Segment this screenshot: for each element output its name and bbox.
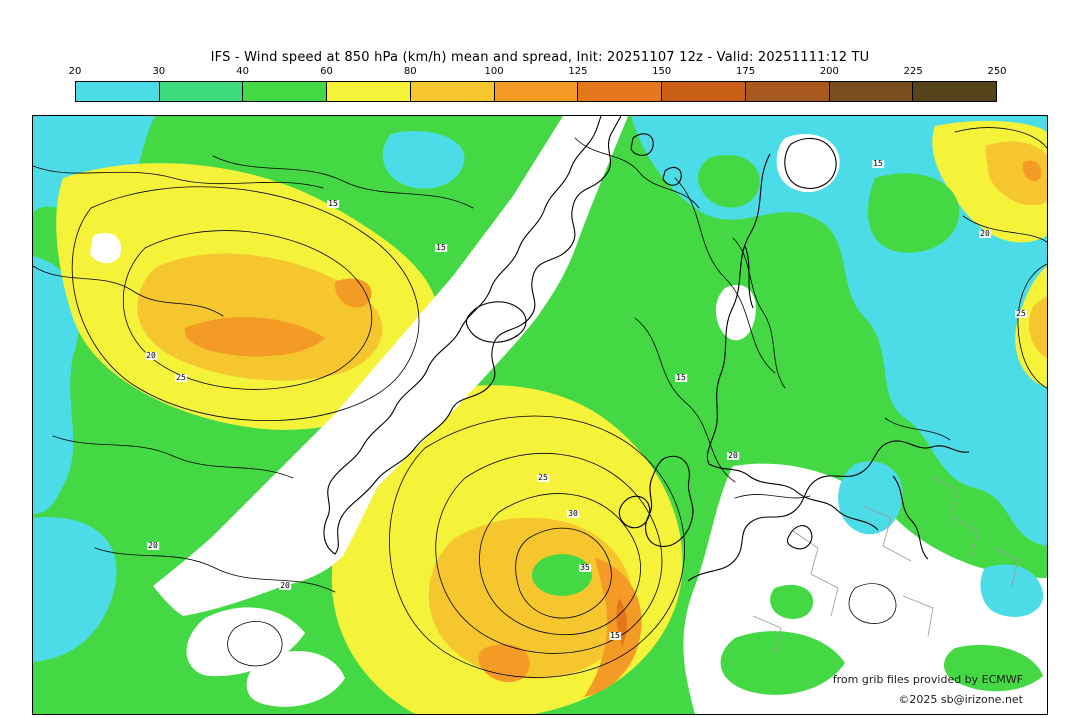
colorbar-tick: 250 bbox=[987, 66, 1007, 77]
colorbar-segment bbox=[577, 82, 662, 101]
country-borders bbox=[752, 475, 1019, 657]
colorbar-tick: 20 bbox=[68, 66, 82, 77]
colorbar-segment bbox=[158, 82, 243, 101]
colorbar-segment bbox=[409, 82, 494, 101]
colorbar-tick: 80 bbox=[403, 66, 417, 77]
colorbar-tick: 60 bbox=[320, 66, 333, 77]
credit-copyright: ©2025 sb@irizone.net bbox=[898, 693, 1023, 706]
credit-ecmwf: from grib files provided by ECMWF bbox=[832, 673, 1023, 686]
colorbar-tick: 150 bbox=[652, 66, 672, 77]
colorbar-segment bbox=[493, 82, 578, 101]
colorbar-tick: 125 bbox=[568, 66, 588, 77]
colorbar-segment bbox=[912, 82, 997, 101]
colorbar-segment bbox=[661, 82, 745, 101]
colorbar-tick: 175 bbox=[735, 66, 756, 77]
colorbar bbox=[75, 81, 997, 102]
colorbar-segment bbox=[326, 82, 410, 101]
colorbar-tick: 200 bbox=[819, 66, 839, 77]
colorbar-segment bbox=[828, 82, 913, 101]
colorbar-segment bbox=[242, 82, 327, 101]
colorbar-tick: 40 bbox=[236, 66, 249, 77]
colorbar-segment bbox=[744, 82, 829, 101]
colorbar-ticks: 20 30 40 60 80 100 125 150 175 200 225 250 bbox=[69, 66, 1007, 81]
white-low-wind-regions bbox=[90, 116, 1047, 714]
coastlines bbox=[323, 116, 970, 582]
colorbar-tick: 100 bbox=[484, 66, 504, 77]
contour-lines bbox=[33, 127, 1047, 678]
colorbar-segment bbox=[76, 82, 159, 101]
colorbar-tick: 30 bbox=[152, 66, 166, 77]
page-title: IFS - Wind speed at 850 hPa (km/h) mean … bbox=[210, 50, 870, 65]
weather-map: 15 15 20 25 15 20 25 30 35 20 15 20 25 15 20 from grib… bbox=[32, 115, 1048, 715]
wind-speed-map-svg bbox=[33, 116, 1047, 714]
colorbar-tick: 225 bbox=[903, 66, 923, 77]
colorbar-wrap: 20 30 40 60 80 100 125 150 175 200 225 250 bbox=[69, 66, 1007, 102]
